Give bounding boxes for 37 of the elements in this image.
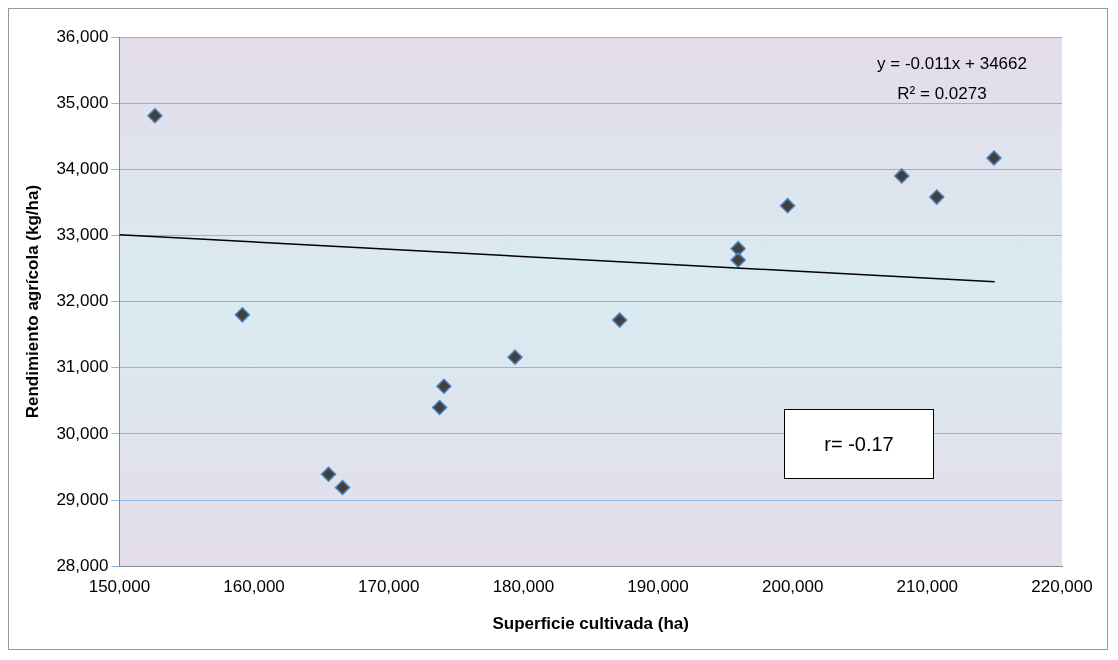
- annotation: r= -0.17: [824, 432, 894, 456]
- x-tick-label: 220,000: [1031, 577, 1093, 597]
- y-tick-label: 33,000: [56, 225, 109, 245]
- point: [611, 312, 628, 328]
- y-tick-label: 32,000: [56, 291, 109, 311]
- annotation: R² = 0.0273: [897, 83, 987, 103]
- point: [320, 466, 337, 482]
- point: [147, 107, 163, 124]
- point: [986, 150, 1002, 166]
- point: [507, 349, 523, 365]
- y-tick-label: 35,000: [56, 92, 109, 112]
- note-box: r= -0.17: [784, 409, 934, 479]
- x-tick-label: 160,000: [223, 577, 285, 597]
- y-tick-label: 29,000: [56, 489, 109, 509]
- y-tick-label: 28,000: [56, 555, 109, 575]
- y-tick-label: 30,000: [56, 423, 109, 443]
- point: [929, 189, 945, 205]
- x-tick-label: 180,000: [492, 577, 555, 597]
- point: [730, 252, 746, 268]
- y-tick-label: 31,000: [56, 357, 109, 377]
- y-tick-label: 36,000: [56, 26, 109, 46]
- point: [730, 240, 746, 257]
- x-tick-label: 170,000: [357, 577, 420, 597]
- annotation: y = -0.011x + 34662: [877, 53, 1027, 73]
- point: [334, 479, 351, 496]
- y-axis-title: Rendimiento agrícola (kg/ha): [22, 184, 42, 419]
- point: [894, 168, 910, 184]
- point: [234, 307, 251, 323]
- x-tick-label: 200,000: [761, 577, 824, 597]
- point: [431, 399, 448, 416]
- point: [436, 378, 452, 395]
- x-tick-label: 210,000: [896, 577, 959, 597]
- x-axis-title: Superficie cultivada (ha): [492, 614, 689, 634]
- x-tick-label: 190,000: [627, 577, 689, 597]
- x-tick-label: 150,000: [88, 577, 151, 597]
- y-tick-label: 34,000: [56, 158, 109, 178]
- point: [779, 197, 796, 214]
